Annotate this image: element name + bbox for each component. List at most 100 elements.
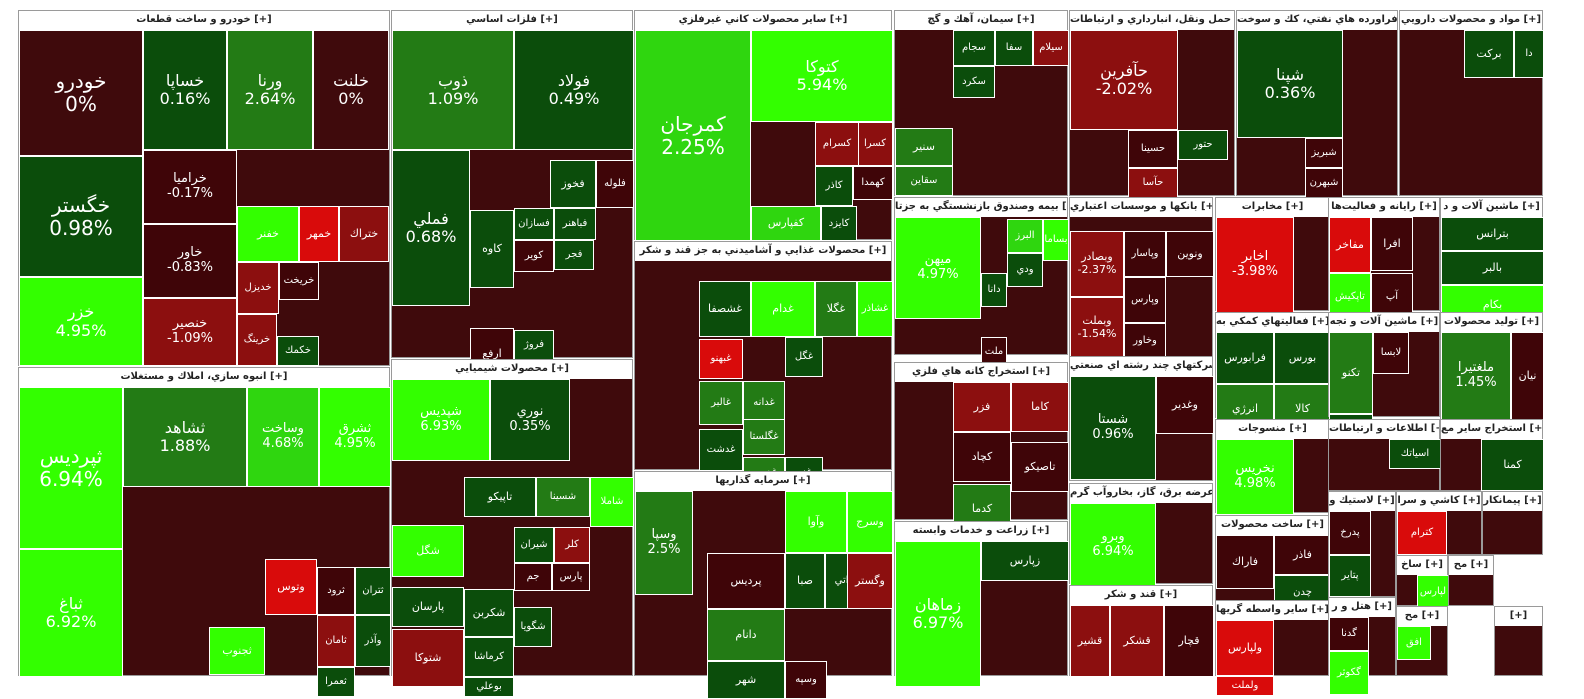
stock-tile[interactable]: غشاذر xyxy=(857,281,893,337)
stock-tile[interactable]: كفپارس xyxy=(751,206,821,241)
stock-tile[interactable]: شبهرن xyxy=(1305,168,1343,198)
stock-tile[interactable]: خگستر 0.98% xyxy=(19,156,143,277)
stock-tile[interactable]: نوري 0.35% xyxy=(490,379,570,461)
sector-header[interactable]: استخراج ساير مع [+] xyxy=(1441,420,1542,438)
sector-header[interactable]: ماشين آلات و د [+] xyxy=(1441,198,1542,216)
stock-tile[interactable]: نخريس 4.98% xyxy=(1216,439,1294,515)
stock-tile[interactable]: تكنو xyxy=(1329,332,1373,414)
stock-tile[interactable]: كاذر xyxy=(815,166,853,206)
sector-header[interactable]: استخراج كانه هاي فلزي [+] xyxy=(895,363,1067,381)
stock-tile[interactable]: سجام xyxy=(953,30,995,66)
stock-tile[interactable]: فباهنر xyxy=(554,208,596,240)
stock-tile[interactable]: بالبر xyxy=(1441,251,1544,285)
stock-tile[interactable]: پارس xyxy=(552,563,590,591)
stock-tile[interactable]: دا xyxy=(1514,30,1544,78)
stock-tile[interactable]: قچار xyxy=(1164,605,1214,677)
stock-tile[interactable]: اسياتك xyxy=(1389,439,1441,469)
stock-tile[interactable]: وبرو 6.94% xyxy=(1070,503,1156,587)
sector-header[interactable]: ماشين آلات و تجه [+] xyxy=(1329,313,1439,331)
stock-tile[interactable]: غالبر xyxy=(699,381,743,425)
stock-tile[interactable]: سكرد xyxy=(953,66,995,98)
stock-tile[interactable]: كايزد xyxy=(821,206,857,241)
stock-tile[interactable]: وآوا xyxy=(785,491,847,553)
stock-tile[interactable]: غگلا xyxy=(815,281,857,337)
stock-tile[interactable]: ملغتيرا 1.45% xyxy=(1441,332,1511,420)
stock-tile[interactable]: وغدير xyxy=(1156,376,1214,434)
stock-tile[interactable]: مفاخر xyxy=(1329,217,1371,273)
stock-tile[interactable]: فزر xyxy=(953,382,1011,432)
stock-tile[interactable]: پرديس xyxy=(707,553,785,609)
stock-tile[interactable]: خراميا -0.17% xyxy=(143,150,237,224)
sector-header[interactable]: هتل و ر [+] xyxy=(1329,598,1395,616)
stock-tile[interactable]: ثشرق 4.95% xyxy=(319,387,391,487)
sector-header[interactable]: ساخت محصولات [+] xyxy=(1216,516,1329,534)
stock-tile[interactable]: سفا xyxy=(995,30,1033,66)
stock-tile[interactable]: خساپا 0.16% xyxy=(143,30,227,150)
stock-tile[interactable]: غدشت xyxy=(699,429,743,471)
sector-header[interactable]: زراعت و خدمات وابسته [+] xyxy=(895,522,1067,540)
stock-tile[interactable]: كرماشا xyxy=(464,637,514,677)
stock-tile[interactable]: حآسا xyxy=(1128,168,1178,198)
stock-tile[interactable]: وخاور xyxy=(1124,323,1166,359)
stock-tile[interactable]: پتاير xyxy=(1329,555,1371,597)
stock-tile[interactable]: خزر 4.95% xyxy=(19,277,143,366)
stock-tile[interactable]: فخوز xyxy=(550,160,596,208)
stock-tile[interactable]: كسرا xyxy=(857,122,893,166)
stock-tile[interactable]: شاملا xyxy=(590,477,634,527)
stock-tile[interactable]: ودي xyxy=(1007,253,1043,287)
stock-tile[interactable]: فرابورس xyxy=(1216,332,1274,384)
stock-tile[interactable]: قشير xyxy=(1070,605,1110,677)
stock-tile[interactable]: بوعلي xyxy=(464,677,514,697)
stock-tile[interactable]: اخابر -3.98% xyxy=(1216,217,1294,313)
stock-tile[interactable]: كچاد xyxy=(953,432,1011,482)
stock-tile[interactable]: وسپا 2.5% xyxy=(635,491,693,595)
stock-tile[interactable]: غشصفا xyxy=(699,281,751,337)
stock-tile[interactable]: فاراك xyxy=(1216,535,1274,589)
stock-tile[interactable]: غبهنو xyxy=(699,339,743,379)
stock-tile[interactable]: سقاين xyxy=(895,166,953,196)
sector-header[interactable]: ساير محصولات كاني غيرفلزي [+] xyxy=(635,11,891,29)
stock-tile[interactable]: شكربن xyxy=(464,589,514,637)
stock-tile[interactable]: وتوس xyxy=(265,559,317,615)
sector-header[interactable]: انبوه سازي، املاك و مستغلات [+] xyxy=(19,368,389,386)
stock-tile[interactable]: وپارس xyxy=(1124,277,1166,323)
stock-tile[interactable]: فسازان xyxy=(514,208,554,240)
sector-header[interactable]: ساير واسطه گريها [+] xyxy=(1216,601,1329,619)
sector-header[interactable]: پيمانكار [+] xyxy=(1483,492,1542,510)
sector-header[interactable]: مواد و محصولات دارويي [+] xyxy=(1400,11,1542,29)
stock-tile[interactable]: ثپرديس 6.94% xyxy=(19,387,123,549)
sector-header[interactable]: رايانه و فعاليت‌ها [+] xyxy=(1329,198,1439,216)
stock-tile[interactable]: كهمدا xyxy=(853,166,893,200)
stock-tile[interactable]: خفنر xyxy=(237,206,299,262)
sector-header[interactable]: حمل ونقل، انبارداري و ارتباطات [+] xyxy=(1070,11,1234,29)
sector-header[interactable]: شركتهاي چند رشته اي صنعتي [+] xyxy=(1070,357,1212,375)
stock-tile[interactable]: صبا xyxy=(785,553,825,609)
stock-tile[interactable]: بركت xyxy=(1464,30,1514,78)
stock-tile[interactable]: خرينگ xyxy=(237,314,277,366)
stock-tile[interactable]: ثتران xyxy=(355,567,391,615)
sector-header[interactable]: [+] xyxy=(1495,607,1542,625)
stock-tile[interactable]: زماهان 6.97% xyxy=(895,541,981,687)
stock-tile[interactable]: بورس xyxy=(1274,332,1331,384)
sector-header[interactable]: ساخ [+] xyxy=(1397,556,1447,574)
stock-tile[interactable]: شسينا xyxy=(536,477,590,517)
stock-tile[interactable]: شگل xyxy=(392,525,464,577)
stock-tile[interactable]: خاور -0.83% xyxy=(143,224,237,298)
stock-tile[interactable]: شيران xyxy=(514,527,554,563)
stock-tile[interactable]: كاما xyxy=(1011,382,1069,432)
sector-header[interactable]: لاستيك و [+] xyxy=(1329,492,1395,510)
stock-tile[interactable]: ونوين xyxy=(1166,231,1214,277)
sector-header[interactable]: بيمه وصندوق بازنشستگي به جزتا [+] xyxy=(895,198,1067,216)
stock-tile[interactable]: وساخت 4.68% xyxy=(247,387,319,487)
sector-header[interactable]: توليد محصولات [+] xyxy=(1441,313,1542,331)
stock-tile[interactable]: فلوله xyxy=(596,160,634,208)
stock-tile[interactable]: خلنت 0% xyxy=(313,30,389,150)
stock-tile[interactable]: شپنا 0.36% xyxy=(1237,30,1343,138)
stock-tile[interactable]: شپديس 6.93% xyxy=(392,379,490,461)
stock-tile[interactable]: كمرجان 2.25% xyxy=(635,30,751,241)
stock-tile[interactable]: كتوكا 5.94% xyxy=(751,30,893,122)
stock-tile[interactable]: غگل xyxy=(785,337,823,377)
stock-tile[interactable]: حتور xyxy=(1178,130,1228,160)
stock-tile[interactable]: تاپيكو xyxy=(464,477,536,517)
stock-tile[interactable]: غدام xyxy=(751,281,815,337)
